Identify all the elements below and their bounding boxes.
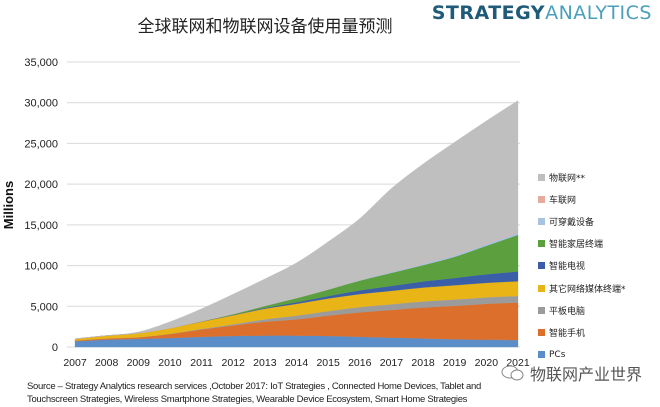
x-tick-label: 2013 — [253, 357, 277, 369]
legend-item: 智能手机 — [538, 321, 626, 343]
y-tick-label: 30,000 — [24, 98, 58, 110]
x-tick-label: 2014 — [285, 357, 309, 369]
y-tick-label: 10,000 — [24, 261, 58, 273]
legend-item: 可穿戴设备 — [538, 210, 626, 232]
legend-swatch — [538, 240, 545, 248]
chart-title: 全球联网和物联网设备使用量预测 — [137, 17, 393, 37]
legend-label: 智能电视 — [549, 262, 586, 273]
area-物联网** — [74, 100, 519, 340]
legend-swatch — [538, 284, 545, 292]
x-tick-label: 2020 — [475, 357, 499, 369]
x-tick-label: 2008 — [95, 357, 119, 369]
legend-swatch — [538, 195, 545, 203]
legend-label: 物联网** — [549, 173, 586, 184]
y-axis-label: Millions — [1, 181, 16, 229]
source-line-2: Touchscreen Strategies, Wireless Smartph… — [27, 394, 468, 405]
legend-swatch — [538, 306, 545, 314]
legend-label: 智能手机 — [549, 328, 586, 339]
legend-label: PCs — [549, 349, 566, 360]
strategy-analytics-logo: STRATEGYANALYTICS — [431, 2, 652, 24]
legend-swatch — [538, 351, 545, 359]
x-tick-label: 2019 — [443, 357, 467, 369]
legend-item: 智能家居终端 — [538, 233, 626, 255]
y-tick-label: 15,000 — [24, 220, 58, 232]
x-tick-label: 2017 — [380, 357, 404, 369]
legend-item: PCs — [538, 344, 626, 366]
y-tick-label: 35,000 — [24, 57, 58, 69]
legend-label: 车联网 — [549, 195, 577, 206]
watermark: 物联网产业世界 — [500, 361, 642, 385]
legend-label: 其它网络媒体终端* — [549, 284, 626, 295]
source-line-1: Source – Strategy Analytics research ser… — [27, 381, 481, 392]
y-tick-label: 5,000 — [30, 301, 58, 313]
legend: 物联网** 车联网可穿戴设备智能家居终端 智能电视其它网络媒体终端* 平板电脑智能手机… — [538, 166, 626, 366]
legend-label: 平板电脑 — [549, 306, 586, 317]
legend-swatch — [538, 173, 545, 181]
x-tick-label: 2010 — [158, 357, 182, 369]
x-tick-label: 2007 — [63, 357, 87, 369]
y-tick-label: 25,000 — [24, 138, 58, 150]
x-tick-label: 2018 — [411, 357, 435, 369]
x-tick-label: 2009 — [127, 357, 151, 369]
legend-label: 智能家居终端 — [549, 240, 604, 251]
x-tick-label: 2011 — [190, 357, 213, 369]
x-tick-label: 2016 — [348, 357, 372, 369]
legend-swatch — [538, 328, 545, 336]
y-tick-label: 20,000 — [24, 179, 58, 191]
watermark-text: 物联网产业世界 — [530, 367, 643, 384]
y-tick-label: 0 — [52, 342, 58, 354]
wechat-icon — [501, 365, 524, 381]
x-tick-label: 2015 — [316, 357, 340, 369]
legend-swatch — [538, 262, 545, 270]
legend-label: 可穿戴设备 — [549, 217, 595, 228]
legend-item: 平板电脑 — [538, 299, 626, 321]
source-note: Source – Strategy Analytics research ser… — [27, 380, 481, 406]
legend-item: 物联网** — [538, 166, 626, 188]
legend-item: 车联网 — [538, 188, 626, 210]
legend-item: 智能电视 — [538, 255, 626, 277]
legend-item: 其它网络媒体终端* — [538, 277, 626, 299]
legend-swatch — [538, 217, 545, 225]
x-tick-label: 2012 — [222, 357, 246, 369]
